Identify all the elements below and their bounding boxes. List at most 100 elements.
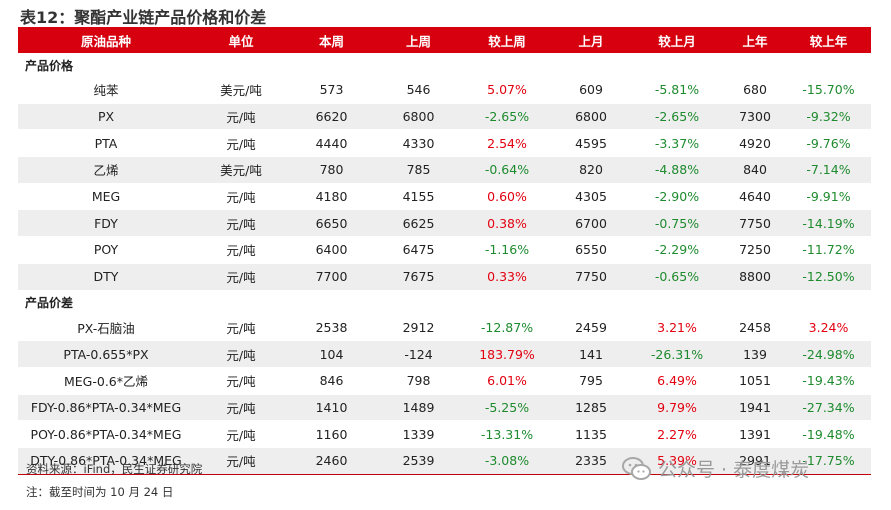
table-cell: 元/吨 — [194, 420, 288, 448]
table-cell: 1489 — [375, 394, 462, 422]
table-row: 乙烯 美元/吨 780 785 -0.64% 820 -4.88% 840 -7.14% — [18, 156, 871, 184]
table-row: PX-石脑油 元/吨 2538 2912 -12.87% 2459 3.21% 2458 3.2… — [18, 314, 871, 342]
table-cell: 846 — [288, 367, 375, 395]
table-cell: 6800 — [375, 103, 462, 131]
table-cell: 1410 — [288, 394, 375, 422]
table-cell: 2458 — [724, 314, 786, 342]
table-cell: 4155 — [375, 183, 462, 211]
table-cell: 6.49% — [630, 367, 724, 395]
table-cell: 139 — [724, 340, 786, 368]
table-cell: 元/吨 — [194, 236, 288, 264]
column-header: 本周 — [288, 27, 375, 53]
table-cell: 680 — [724, 77, 786, 104]
table-cell: 6.01% — [462, 367, 552, 395]
source-note: 资料来源：iFind，民生证券研究院 — [26, 462, 203, 476]
table-cell: PX-石脑油 — [18, 314, 194, 342]
table-cell: 141 — [552, 340, 630, 368]
table-cell: 2335 — [552, 447, 630, 475]
table-cell: POY-0.86*PTA-0.34*MEG — [18, 420, 194, 448]
table-cell: 元/吨 — [194, 103, 288, 131]
table-cell: 纯苯 — [18, 77, 194, 104]
table-row: DTY 元/吨 7700 7675 0.33% 7750 -0.65% 8800 -12.50% — [18, 263, 871, 291]
table-cell: -9.32% — [786, 103, 871, 131]
table-row: 纯苯 美元/吨 573 546 5.07% 609 -5.81% 680 -15.70% — [18, 77, 871, 104]
table-cell: 8800 — [724, 263, 786, 291]
table-cell: 2991 — [724, 447, 786, 475]
table-cell: 元/吨 — [194, 367, 288, 395]
table-cell: 2.27% — [630, 420, 724, 448]
table-cell: 乙烯 — [18, 156, 194, 184]
table-cell: -7.14% — [786, 156, 871, 184]
table-cell: 1160 — [288, 420, 375, 448]
price-table: 原油品种 单位 本周 上周 较上周 上月 较上月 上年 较上年 产品价格纯苯 美元/吨 573 546… — [18, 27, 871, 475]
table-cell: -5.25% — [462, 394, 552, 422]
table-cell: 4640 — [724, 183, 786, 211]
table-row: POY 元/吨 6400 6475 -1.16% 6550 -2.29% 7250 -11.72… — [18, 236, 871, 264]
table-cell: 4180 — [288, 183, 375, 211]
table-cell: 1339 — [375, 420, 462, 448]
table-cell: 元/吨 — [194, 129, 288, 158]
table-cell: 6400 — [288, 236, 375, 264]
table-cell: -19.43% — [786, 367, 871, 395]
table-cell: 元/吨 — [194, 340, 288, 368]
table-cell: -0.75% — [630, 209, 724, 238]
table-cell: 1051 — [724, 367, 786, 395]
table-cell: 546 — [375, 77, 462, 104]
table-cell: -24.98% — [786, 340, 871, 368]
section-header-row: 产品价差 — [18, 290, 871, 315]
table-cell: 573 — [288, 77, 375, 104]
table-cell: 7300 — [724, 103, 786, 131]
table-cell: 104 — [288, 340, 375, 368]
table-cell: 6625 — [375, 209, 462, 238]
table-cell: 4305 — [552, 183, 630, 211]
table-cell: 820 — [552, 156, 630, 184]
table-cell: -12.87% — [462, 314, 552, 342]
table-cell: -1.16% — [462, 236, 552, 264]
table-cell: 1285 — [552, 394, 630, 422]
table-cell: 元/吨 — [194, 447, 288, 475]
table-cell: -14.19% — [786, 209, 871, 238]
table-cell: 元/吨 — [194, 263, 288, 291]
table-row: PTA-0.655*PX 元/吨 104 -124 183.79% 141 -26.31% 1… — [18, 340, 871, 368]
table-cell: 7675 — [375, 263, 462, 291]
watermark-text: 公众号 · 泰度煤炭 — [658, 459, 810, 481]
table-cell: 798 — [375, 367, 462, 395]
table-cell: FDY-0.86*PTA-0.34*MEG — [18, 394, 194, 422]
table-cell: PX — [18, 103, 194, 131]
table-cell: -12.50% — [786, 263, 871, 291]
table-cell: -9.91% — [786, 183, 871, 211]
column-header: 原油品种 — [18, 27, 194, 53]
table-cell: -4.88% — [630, 156, 724, 184]
table-cell: 609 — [552, 77, 630, 104]
table-cell: -0.65% — [630, 263, 724, 291]
table-cell: 4330 — [375, 129, 462, 158]
table-row: PTA 元/吨 4440 4330 2.54% 4595 -3.37% 4920 -9.76% — [18, 129, 871, 158]
header-row: 原油品种 单位 本周 上周 较上周 上月 较上月 上年 较上年 — [18, 27, 871, 53]
table-cell: 元/吨 — [194, 209, 288, 238]
table-cell: 2459 — [552, 314, 630, 342]
table-row: POY-0.86*PTA-0.34*MEG 元/吨 1160 1339 -13.31% 1… — [18, 420, 871, 448]
table-cell: 2460 — [288, 447, 375, 475]
table-cell: MEG-0.6*乙烯 — [18, 367, 194, 395]
table-cell: FDY — [18, 209, 194, 238]
table-title: 表12：聚酯产业链产品价格和价差 — [20, 8, 267, 27]
table-cell: 840 — [724, 156, 786, 184]
table-cell: 元/吨 — [194, 394, 288, 422]
table-cell: PTA-0.655*PX — [18, 340, 194, 368]
table-cell: 785 — [375, 156, 462, 184]
table-cell: -2.65% — [462, 103, 552, 131]
table-cell: 7750 — [724, 209, 786, 238]
table-cell: 元/吨 — [194, 314, 288, 342]
table-cell: 0.38% — [462, 209, 552, 238]
column-header: 上周 — [375, 27, 462, 53]
table-cell: -26.31% — [630, 340, 724, 368]
column-header: 上年 — [724, 27, 786, 53]
table-cell: 6650 — [288, 209, 375, 238]
table-cell: 6700 — [552, 209, 630, 238]
table-cell: -2.65% — [630, 103, 724, 131]
table-cell: 2539 — [375, 447, 462, 475]
table-row: MEG-0.6*乙烯 元/吨 846 798 6.01% 795 6.49% 1051 -19.… — [18, 367, 871, 395]
section-label: 产品价格 — [25, 58, 74, 73]
table-cell: MEG — [18, 183, 194, 211]
table-cell: 6620 — [288, 103, 375, 131]
